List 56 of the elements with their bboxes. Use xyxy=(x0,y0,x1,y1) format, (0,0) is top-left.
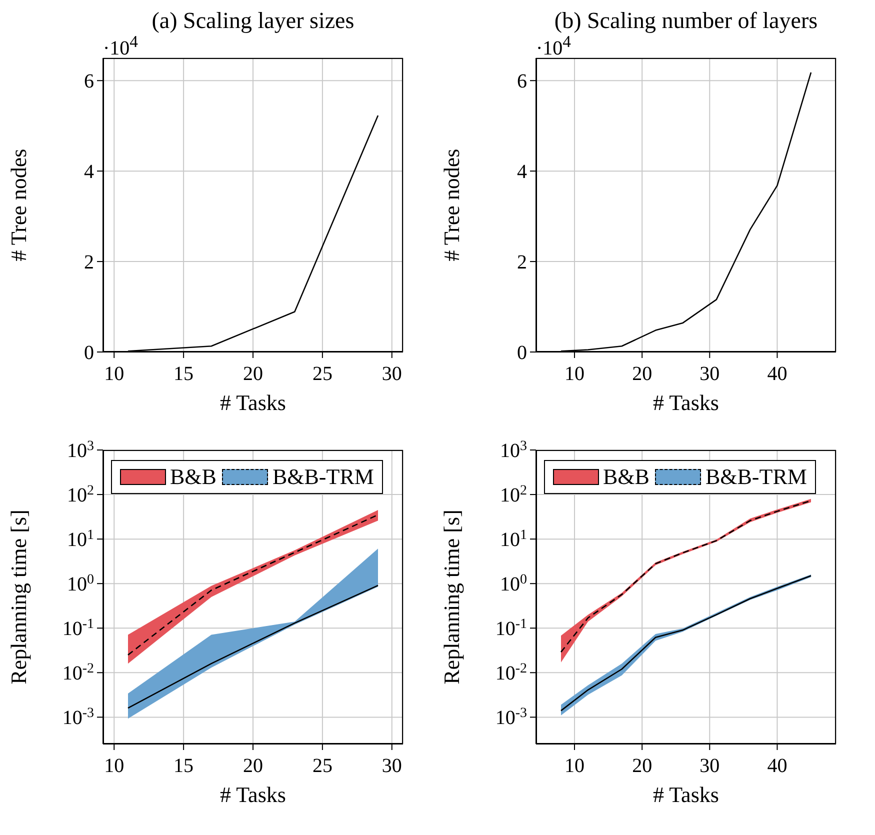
x-tick-label: 30 xyxy=(382,755,402,777)
x-tick-label: 40 xyxy=(767,363,788,385)
x-tick-label: 30 xyxy=(700,363,720,385)
x-tick-label: 20 xyxy=(243,755,263,777)
y-tick-label: 10$^{0}$ xyxy=(500,572,527,596)
chart-title: (b) Scaling number of layers xyxy=(553,8,819,34)
y-tick-label: 10$^{-1}$ xyxy=(495,616,527,640)
y-tick-label: 2 xyxy=(84,252,94,274)
x-tick-label: 25 xyxy=(312,755,332,777)
y-tick-label: 10$^{1}$ xyxy=(67,528,94,552)
x-tick-label: 10 xyxy=(104,755,124,777)
y-tick-label: 10$^{3}$ xyxy=(500,438,527,462)
x-tick-label: 25 xyxy=(312,363,332,385)
x-axis-title: # Tasks xyxy=(220,390,286,415)
y-axis-title: Replanning time [s] xyxy=(438,510,464,684)
x-tick-label: 10 xyxy=(104,363,124,385)
x-tick-label: 20 xyxy=(243,363,263,385)
y-tick-label: 4 xyxy=(84,161,94,184)
legend-label: B&B xyxy=(170,464,216,490)
x-tick-label: 20 xyxy=(632,363,652,385)
x-tick-label: 15 xyxy=(174,363,194,385)
x-axis-title: # Tasks xyxy=(653,390,719,415)
y-tick-label: 10$^{-1}$ xyxy=(62,616,94,640)
y-tick-label: 10$^{2}$ xyxy=(67,483,94,507)
y-tick-label: 2 xyxy=(517,252,527,274)
y-axis-title: # Tree nodes xyxy=(6,148,31,262)
x-tick-label: 10 xyxy=(564,363,585,385)
y-tick-label: 10$^{-2}$ xyxy=(495,661,527,685)
y-tick-label: 10$^{3}$ xyxy=(67,438,94,462)
annotation: ·10$^{4}$ xyxy=(103,32,138,61)
y-tick-label: 6 xyxy=(84,70,94,93)
x-tick-label: 30 xyxy=(382,363,402,385)
y-tick-label: 10$^{-3}$ xyxy=(495,706,527,730)
y-tick-label: 10$^{0}$ xyxy=(67,572,94,596)
x-tick-label: 40 xyxy=(767,755,788,777)
x-tick-label: 20 xyxy=(632,755,652,777)
legend-label: B&B-TRM xyxy=(272,464,374,490)
y-tick-label: 6 xyxy=(517,70,527,93)
x-tick-label: 10 xyxy=(564,755,585,777)
y-axis-title: Replanning time [s] xyxy=(6,510,31,684)
chart-title: (a) Scaling layer sizes xyxy=(152,8,354,33)
y-tick-label: 0 xyxy=(517,342,527,364)
y-tick-label: 4 xyxy=(517,161,527,184)
y-tick-label: 10$^{2}$ xyxy=(500,483,527,507)
y-tick-label: 10$^{-2}$ xyxy=(62,661,94,685)
annotation: ·10$^{4}$ xyxy=(536,32,571,61)
x-axis-title: # Tasks xyxy=(653,782,719,807)
y-axis-title: # Tree nodes xyxy=(438,148,464,262)
legend-label: B&B xyxy=(603,464,650,490)
y-tick-label: 0 xyxy=(84,342,94,364)
legend-label: B&B-TRM xyxy=(705,464,807,490)
x-tick-label: 15 xyxy=(174,755,194,777)
x-axis-title: # Tasks xyxy=(220,782,286,807)
y-tick-label: 10$^{1}$ xyxy=(500,528,527,552)
y-tick-label: 10$^{-3}$ xyxy=(62,706,94,730)
x-tick-label: 30 xyxy=(700,755,720,777)
